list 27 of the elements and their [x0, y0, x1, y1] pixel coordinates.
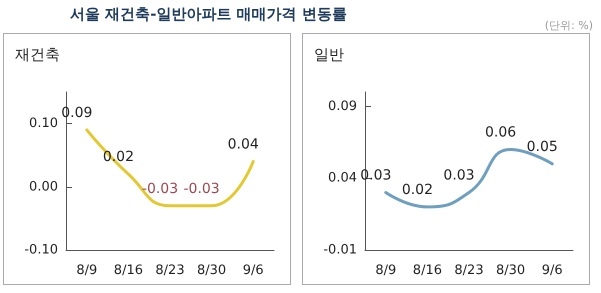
- x-tick-label: 9/6: [542, 263, 563, 278]
- y-tick-label: 0.10: [29, 116, 58, 132]
- y-tick-label: 0.09: [328, 98, 357, 114]
- x-tick-label: 8/23: [155, 263, 185, 278]
- data-label: 0.05: [526, 138, 558, 155]
- text: (단위: %): [544, 18, 593, 33]
- chart-title: 재건축: [15, 46, 60, 64]
- text: 서울 재건축-일반아파트 매매가격 변동률: [70, 5, 347, 24]
- x-tick-label: 8/16: [114, 263, 143, 278]
- x-tick-label: 8/30: [496, 263, 526, 278]
- y-tick-label: -0.10: [24, 242, 58, 258]
- x-tick-label: 8/16: [412, 263, 442, 278]
- data-label: -0.03: [142, 180, 178, 197]
- x-tick-label: 8/30: [197, 263, 226, 278]
- x-tick-label: 8/9: [76, 263, 98, 278]
- x-tick-label: 9/6: [242, 263, 264, 278]
- data-label: 0.04: [228, 136, 259, 153]
- y-tick-label: 0.00: [29, 179, 58, 194]
- y-tick-label: 0.04: [328, 170, 357, 186]
- x-tick-label: 8/23: [454, 263, 484, 278]
- data-label: 0.06: [485, 124, 516, 140]
- chart-title: 일반: [314, 46, 344, 64]
- data-label: -0.03: [183, 180, 220, 197]
- y-tick-label: -0.01: [323, 242, 357, 258]
- data-label: 0.03: [443, 168, 475, 184]
- x-tick-label: 8/9: [375, 263, 396, 278]
- data-label: 0.02: [402, 182, 433, 198]
